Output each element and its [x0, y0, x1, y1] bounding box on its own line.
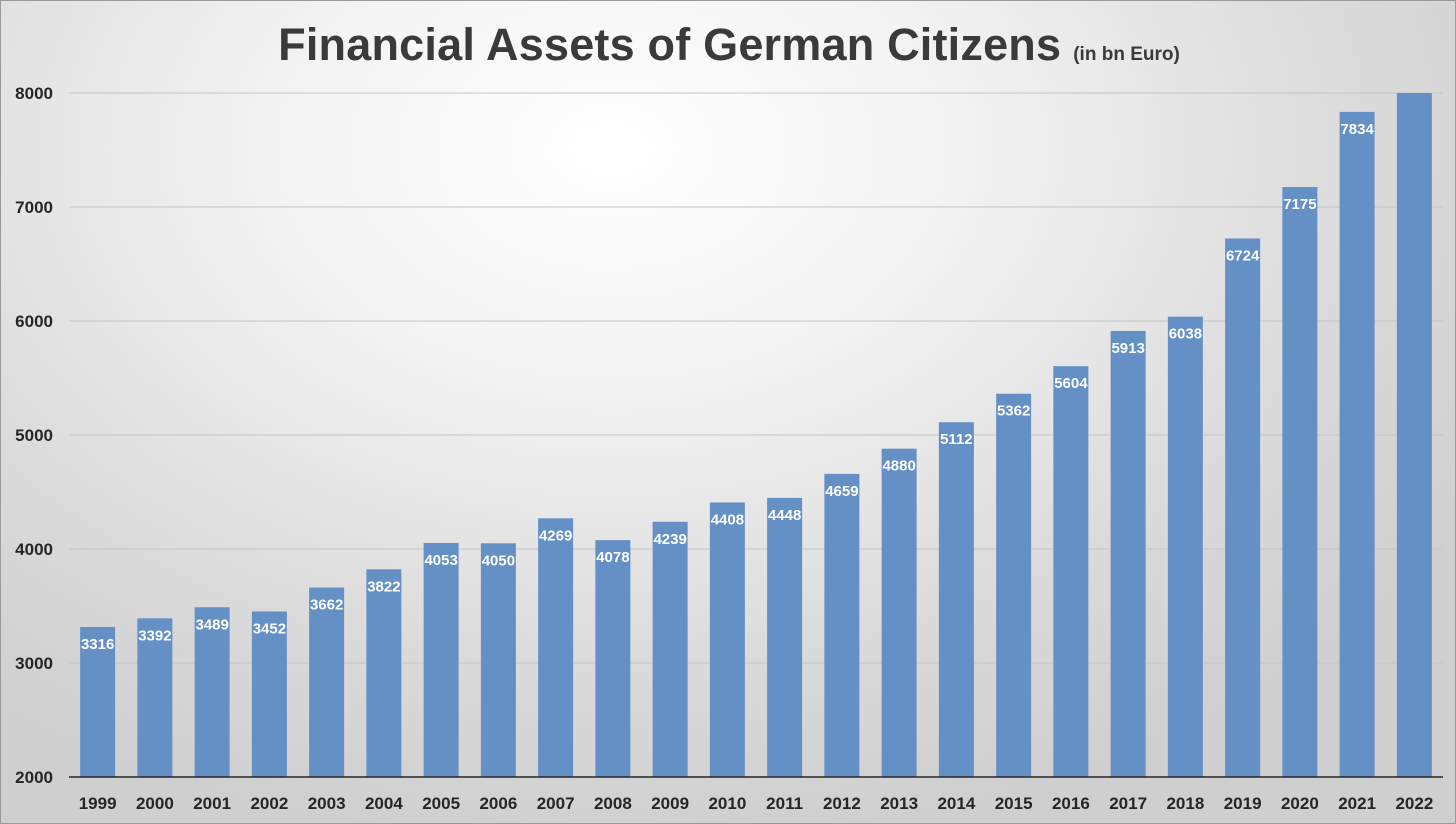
bar-2016	[1053, 366, 1089, 777]
data-label-2019: 6724	[1226, 247, 1260, 264]
x-tick-label-2006: 2006	[479, 794, 517, 813]
bar-2012	[824, 473, 860, 777]
bar-2022	[1396, 93, 1432, 777]
x-tick-label-2009: 2009	[651, 794, 689, 813]
bar-2008	[595, 540, 631, 777]
data-label-2005: 4053	[424, 552, 457, 569]
x-tick-label-2001: 2001	[193, 794, 231, 813]
bar-2007	[538, 518, 574, 777]
data-label-2008: 4078	[596, 549, 629, 566]
bar-2002	[251, 611, 287, 777]
data-label-2012: 4659	[825, 483, 858, 500]
bar-2009	[652, 521, 688, 777]
x-tick-label-2014: 2014	[937, 794, 975, 813]
x-tick-label-2013: 2013	[880, 794, 918, 813]
x-tick-label-2022: 2022	[1395, 794, 1433, 813]
bar-2020	[1282, 187, 1318, 778]
y-tick-label-2000: 2000	[15, 768, 53, 787]
data-label-2006: 4050	[482, 552, 515, 569]
bar-2005	[423, 542, 459, 777]
x-tick-label-2020: 2020	[1281, 794, 1319, 813]
data-label-2014: 5112	[940, 431, 973, 448]
bar-2015	[996, 393, 1032, 777]
x-tick-label-2012: 2012	[823, 794, 861, 813]
x-tick-label-2017: 2017	[1109, 794, 1147, 813]
bar-2021	[1339, 111, 1375, 777]
bar-2017	[1110, 330, 1146, 777]
chart-subtitle: (in bn Euro)	[1073, 44, 1180, 65]
y-tick-label-5000: 5000	[15, 426, 53, 445]
bar-2011	[767, 497, 803, 777]
data-label-2015: 5362	[997, 403, 1030, 420]
x-tick-label-1999: 1999	[79, 794, 117, 813]
data-label-1999: 3316	[81, 636, 114, 653]
data-label-2000: 3392	[138, 627, 171, 644]
data-label-2003: 3662	[310, 597, 343, 614]
data-label-2020: 7175	[1283, 196, 1316, 213]
bar-2006	[480, 543, 516, 777]
bar-2019	[1225, 238, 1261, 778]
y-tick-label-6000: 6000	[15, 312, 53, 331]
x-tick-label-2002: 2002	[250, 794, 288, 813]
data-label-2016: 5604	[1054, 375, 1088, 392]
bar-2001	[194, 607, 230, 777]
x-tick-label-2021: 2021	[1338, 794, 1376, 813]
x-tick-label-2011: 2011	[766, 794, 803, 813]
x-tick-label-2007: 2007	[537, 794, 575, 813]
x-tick-label-2015: 2015	[995, 794, 1033, 813]
data-label-2001: 3489	[195, 616, 228, 633]
data-label-2018: 6038	[1169, 326, 1202, 343]
y-tick-label-7000: 7000	[15, 198, 53, 217]
data-label-2021: 7834	[1340, 121, 1374, 138]
data-label-2013: 4880	[882, 458, 915, 475]
bar-2000	[137, 618, 173, 777]
bar-2014	[938, 422, 974, 777]
x-tick-label-2003: 2003	[308, 794, 346, 813]
y-tick-label-3000: 3000	[15, 654, 53, 673]
y-tick-label-4000: 4000	[15, 540, 53, 559]
y-tick-label-8000: 8000	[15, 84, 53, 103]
chart-title-block: Financial Assets of German Citizens (in b…	[1, 19, 1455, 71]
data-label-2007: 4269	[539, 527, 572, 544]
data-label-2010: 4408	[711, 511, 744, 528]
data-label-2002: 3452	[253, 620, 286, 637]
x-tick-label-2019: 2019	[1224, 794, 1262, 813]
x-tick-label-2000: 2000	[136, 794, 174, 813]
bar-2010	[709, 502, 745, 777]
data-label-2009: 4239	[653, 531, 686, 548]
data-label-2017: 5913	[1111, 340, 1144, 357]
bar-2018	[1167, 316, 1203, 777]
data-label-2004: 3822	[367, 578, 400, 595]
x-tick-label-2004: 2004	[365, 794, 403, 813]
bar-1999	[80, 626, 116, 777]
bar-2004	[366, 569, 402, 777]
x-tick-label-2018: 2018	[1166, 794, 1204, 813]
x-tick-label-2016: 2016	[1052, 794, 1090, 813]
x-tick-label-2010: 2010	[708, 794, 746, 813]
x-tick-label-2008: 2008	[594, 794, 632, 813]
chart-title: Financial Assets of German Citizens	[278, 19, 1062, 70]
data-label-2011: 4448	[768, 507, 801, 524]
bar-2013	[881, 448, 917, 777]
x-tick-label-2005: 2005	[422, 794, 460, 813]
bar-2003	[309, 587, 345, 777]
